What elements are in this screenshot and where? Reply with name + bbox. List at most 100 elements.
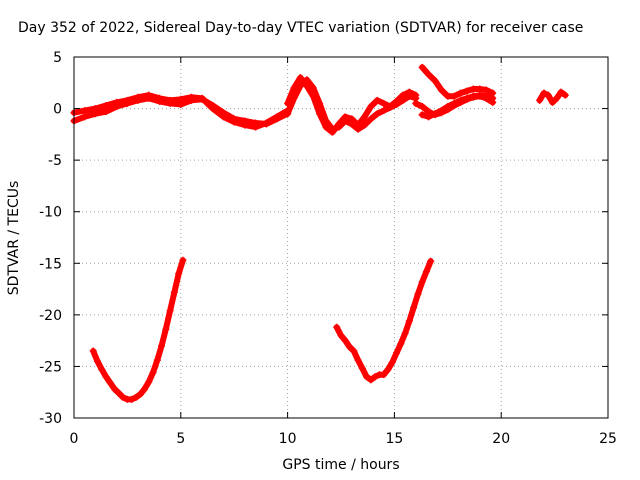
data-point [145, 91, 153, 99]
data-point [145, 378, 153, 386]
data-point [469, 92, 477, 100]
data-point [405, 317, 413, 325]
series-markers-9 [89, 256, 187, 403]
data-point [128, 395, 136, 403]
y-tick-label: 5 [53, 50, 62, 66]
data-point [457, 89, 465, 97]
data-point [444, 92, 452, 100]
tick-layer: 0 5 10 15 20 25 5 0 -5 -10 -15 -20 -25 -30 [39, 50, 617, 447]
data-point [412, 99, 420, 107]
data-point [170, 288, 178, 296]
y-tick-label: -30 [39, 411, 62, 427]
y-tick-label: -20 [39, 308, 62, 324]
data-point [81, 113, 89, 121]
data-point [489, 94, 497, 102]
data-point [367, 115, 375, 123]
data-point [482, 92, 490, 100]
data-point [162, 325, 170, 333]
x-tick-label: 5 [176, 431, 185, 447]
data-point [418, 63, 426, 71]
data-point [230, 118, 238, 126]
data-point [98, 366, 106, 374]
data-point [328, 128, 336, 136]
data-point [360, 113, 368, 121]
data-point [252, 123, 260, 131]
data-point [463, 87, 471, 95]
series-line-10 [333, 258, 434, 383]
data-point [418, 111, 426, 119]
y-tick-label: -10 [39, 205, 62, 221]
data-point [463, 94, 471, 102]
data-point [309, 92, 317, 100]
data-point [553, 94, 561, 102]
data-point [437, 86, 445, 94]
data-point [284, 99, 292, 107]
data-point [348, 115, 356, 123]
data-point [371, 373, 379, 381]
data-point [354, 121, 362, 129]
data-point [262, 119, 270, 127]
series-markers-5 [418, 63, 497, 100]
y-tick-label: -25 [39, 359, 62, 375]
data-point [425, 113, 433, 121]
data-point [350, 347, 358, 355]
data-point [476, 91, 484, 99]
data-point [410, 304, 418, 312]
data-point [177, 95, 185, 103]
data-point [220, 113, 228, 121]
data-point [89, 347, 97, 355]
data-point [405, 88, 413, 96]
data-point [333, 323, 341, 331]
data-point [450, 99, 458, 107]
series-layer [70, 63, 569, 403]
data-point [149, 369, 157, 377]
data-point [102, 373, 110, 381]
data-point [273, 113, 281, 121]
x-tick-label: 10 [279, 431, 297, 447]
x-tick-label: 20 [492, 431, 510, 447]
data-point [548, 98, 556, 106]
data-point [316, 110, 324, 118]
data-point [132, 393, 140, 401]
data-point [106, 379, 114, 387]
x-axis-label: GPS time / hours [282, 457, 399, 473]
data-point [241, 121, 249, 129]
data-point [399, 91, 407, 99]
data-point [303, 82, 311, 90]
y-axis-label: SDTVAR / TECUs [6, 181, 22, 296]
data-point [354, 356, 362, 364]
data-point [341, 113, 349, 121]
data-point [431, 110, 439, 118]
data-point [115, 389, 123, 397]
data-point [393, 97, 401, 105]
data-point [346, 343, 354, 351]
y-tick-label: -15 [39, 256, 62, 272]
data-point [401, 329, 409, 337]
data-point [198, 94, 206, 102]
data-point [380, 107, 388, 115]
data-point [91, 105, 99, 113]
data-point [284, 110, 292, 118]
data-point [437, 107, 445, 115]
series-line-5 [419, 64, 496, 100]
data-point [296, 74, 304, 82]
data-point [450, 92, 458, 100]
data-point [414, 290, 422, 298]
data-point [380, 371, 388, 379]
data-point [363, 373, 371, 381]
data-point [290, 84, 298, 92]
data-point [393, 349, 401, 357]
data-point [557, 88, 565, 96]
x-tick-label: 0 [70, 431, 79, 447]
y-tick-label: 0 [53, 102, 62, 118]
data-point [337, 331, 345, 339]
data-point [388, 358, 396, 366]
data-point [153, 356, 161, 364]
series-line-9 [90, 257, 186, 403]
data-point [482, 86, 490, 94]
data-point [384, 366, 392, 374]
data-point [422, 268, 430, 276]
data-point [373, 96, 381, 104]
data-point [373, 110, 381, 118]
